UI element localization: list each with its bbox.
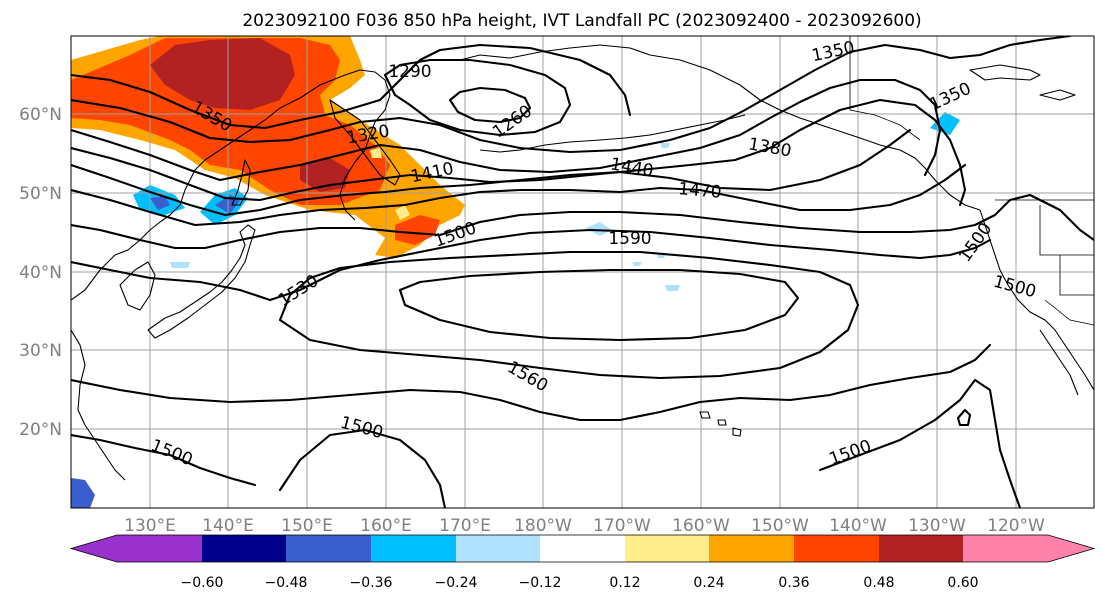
contour-1380: [71, 78, 942, 182]
contour-1560-b: [71, 343, 992, 422]
shade-red-small: [395, 215, 440, 245]
latitude-labels: 60°N 50°N 40°N 30°N 20°N: [19, 105, 62, 440]
lon-label: 130°W: [908, 516, 966, 536]
coast-aleutians: [479, 114, 746, 153]
colorbar-segment: [879, 535, 963, 562]
map-panel: 1290 1260 1350 1320 1350 1380 1350 1410 …: [71, 36, 1094, 508]
contour-labels: 1290 1260 1350 1320 1350 1380 1350 1410 …: [148, 38, 1038, 471]
contour-label: 1470: [677, 179, 722, 203]
contour-1590: [398, 268, 800, 342]
lon-label: 130°E: [124, 516, 176, 536]
colorbar-segment: [202, 535, 286, 562]
shade-darkred: [150, 38, 295, 110]
border-us-states: [1039, 205, 1094, 326]
colorbar-segment: [625, 535, 709, 562]
contour-1500-small: [956, 408, 972, 427]
contour-1530: [71, 228, 992, 302]
longitude-labels: 130°E 140°E 150°E 160°E 170°E 180°W 170°…: [124, 516, 1045, 536]
coast-hudson: [969, 64, 1076, 101]
coast-baja: [1039, 329, 1079, 396]
lon-label: 160°E: [360, 516, 412, 536]
coast-japan: [147, 224, 256, 339]
coast-kamchatka: [329, 99, 401, 186]
colorbar-tick-label: 0.24: [693, 575, 724, 591]
colorbar-extend-min: [71, 535, 117, 562]
coastlines: [71, 44, 1094, 481]
colorbar-tick-label: −0.36: [350, 575, 393, 591]
colorbar-tick-label: 0.48: [863, 575, 894, 591]
lon-label: 150°E: [281, 516, 333, 536]
colorbar-segment: [456, 535, 540, 562]
contour-1500-east: [818, 378, 1022, 508]
lon-label: 170°E: [439, 516, 491, 536]
contour-1500: [71, 193, 1094, 250]
colorbar-tick-label: −0.24: [435, 575, 478, 591]
lon-label: 140°E: [202, 516, 254, 536]
colorbar-segment: [117, 535, 202, 562]
colorbar-segment: [371, 535, 456, 562]
contour-1470: [71, 163, 967, 227]
lat-label: 20°N: [19, 420, 62, 440]
shade-yellow: [370, 148, 410, 220]
lat-label: 30°N: [19, 341, 62, 361]
contour-1320: [71, 43, 632, 130]
colorbar-tick-label: 0.12: [609, 575, 640, 591]
coast-asia: [71, 69, 391, 481]
lon-label: 120°W: [987, 516, 1045, 536]
colorbar-outline: [69, 534, 1096, 563]
contour-1560: [278, 250, 860, 380]
coast-sakhalin: [231, 159, 251, 206]
shade-blue-1b: [150, 196, 170, 210]
contour-label: 1590: [608, 229, 651, 249]
lon-label: 150°W: [751, 516, 809, 536]
coast-hawaii: [699, 411, 742, 437]
contour-1440: [71, 128, 912, 217]
lat-label: 60°N: [19, 105, 62, 125]
height-contours: [71, 36, 1094, 508]
lat-label: 40°N: [19, 263, 62, 283]
coast-na-west: [979, 209, 1094, 391]
colorbar-tick-label: −0.60: [181, 575, 224, 591]
lon-label: 170°W: [593, 516, 651, 536]
contour-1500-south: [71, 433, 257, 487]
shade-blue-corner: [71, 478, 95, 508]
colorbar-tick-label: −0.48: [265, 575, 308, 591]
coast-korea: [119, 261, 156, 311]
lat-label: 50°N: [19, 184, 62, 204]
colorbar-tick-label: 0.36: [778, 575, 809, 591]
colorbar-tick-label: 0.60: [947, 575, 978, 591]
lon-label: 160°W: [672, 516, 730, 536]
colorbar-extend-max: [1048, 535, 1094, 562]
colorbar-tick-label: −0.12: [519, 575, 562, 591]
contour-1500-low: [278, 428, 447, 508]
colorbar-segment: [963, 535, 1048, 562]
border-alaska-canada: [849, 36, 921, 141]
contour-1350: [71, 36, 1072, 154]
colorbar-segment: [709, 535, 794, 562]
colorbar-segment: [540, 535, 625, 562]
colorbar-ticks: −0.60 −0.48 −0.36 −0.24 −0.12 0.12 0.24 …: [181, 575, 979, 591]
lon-label: 140°W: [829, 516, 887, 536]
contour-1410: [71, 98, 967, 207]
lon-label: 180°W: [514, 516, 572, 536]
colorbar-segment: [286, 535, 371, 562]
colorbar: [69, 534, 1096, 563]
colorbar-segment: [794, 535, 879, 562]
map-frame: [70, 35, 1095, 509]
map-title: 2023092100 F036 850 hPa height, IVT Land…: [242, 11, 921, 31]
contour-1260-low: [448, 86, 532, 124]
contour-1290: [383, 58, 572, 137]
contour-label: 1290: [388, 62, 431, 82]
